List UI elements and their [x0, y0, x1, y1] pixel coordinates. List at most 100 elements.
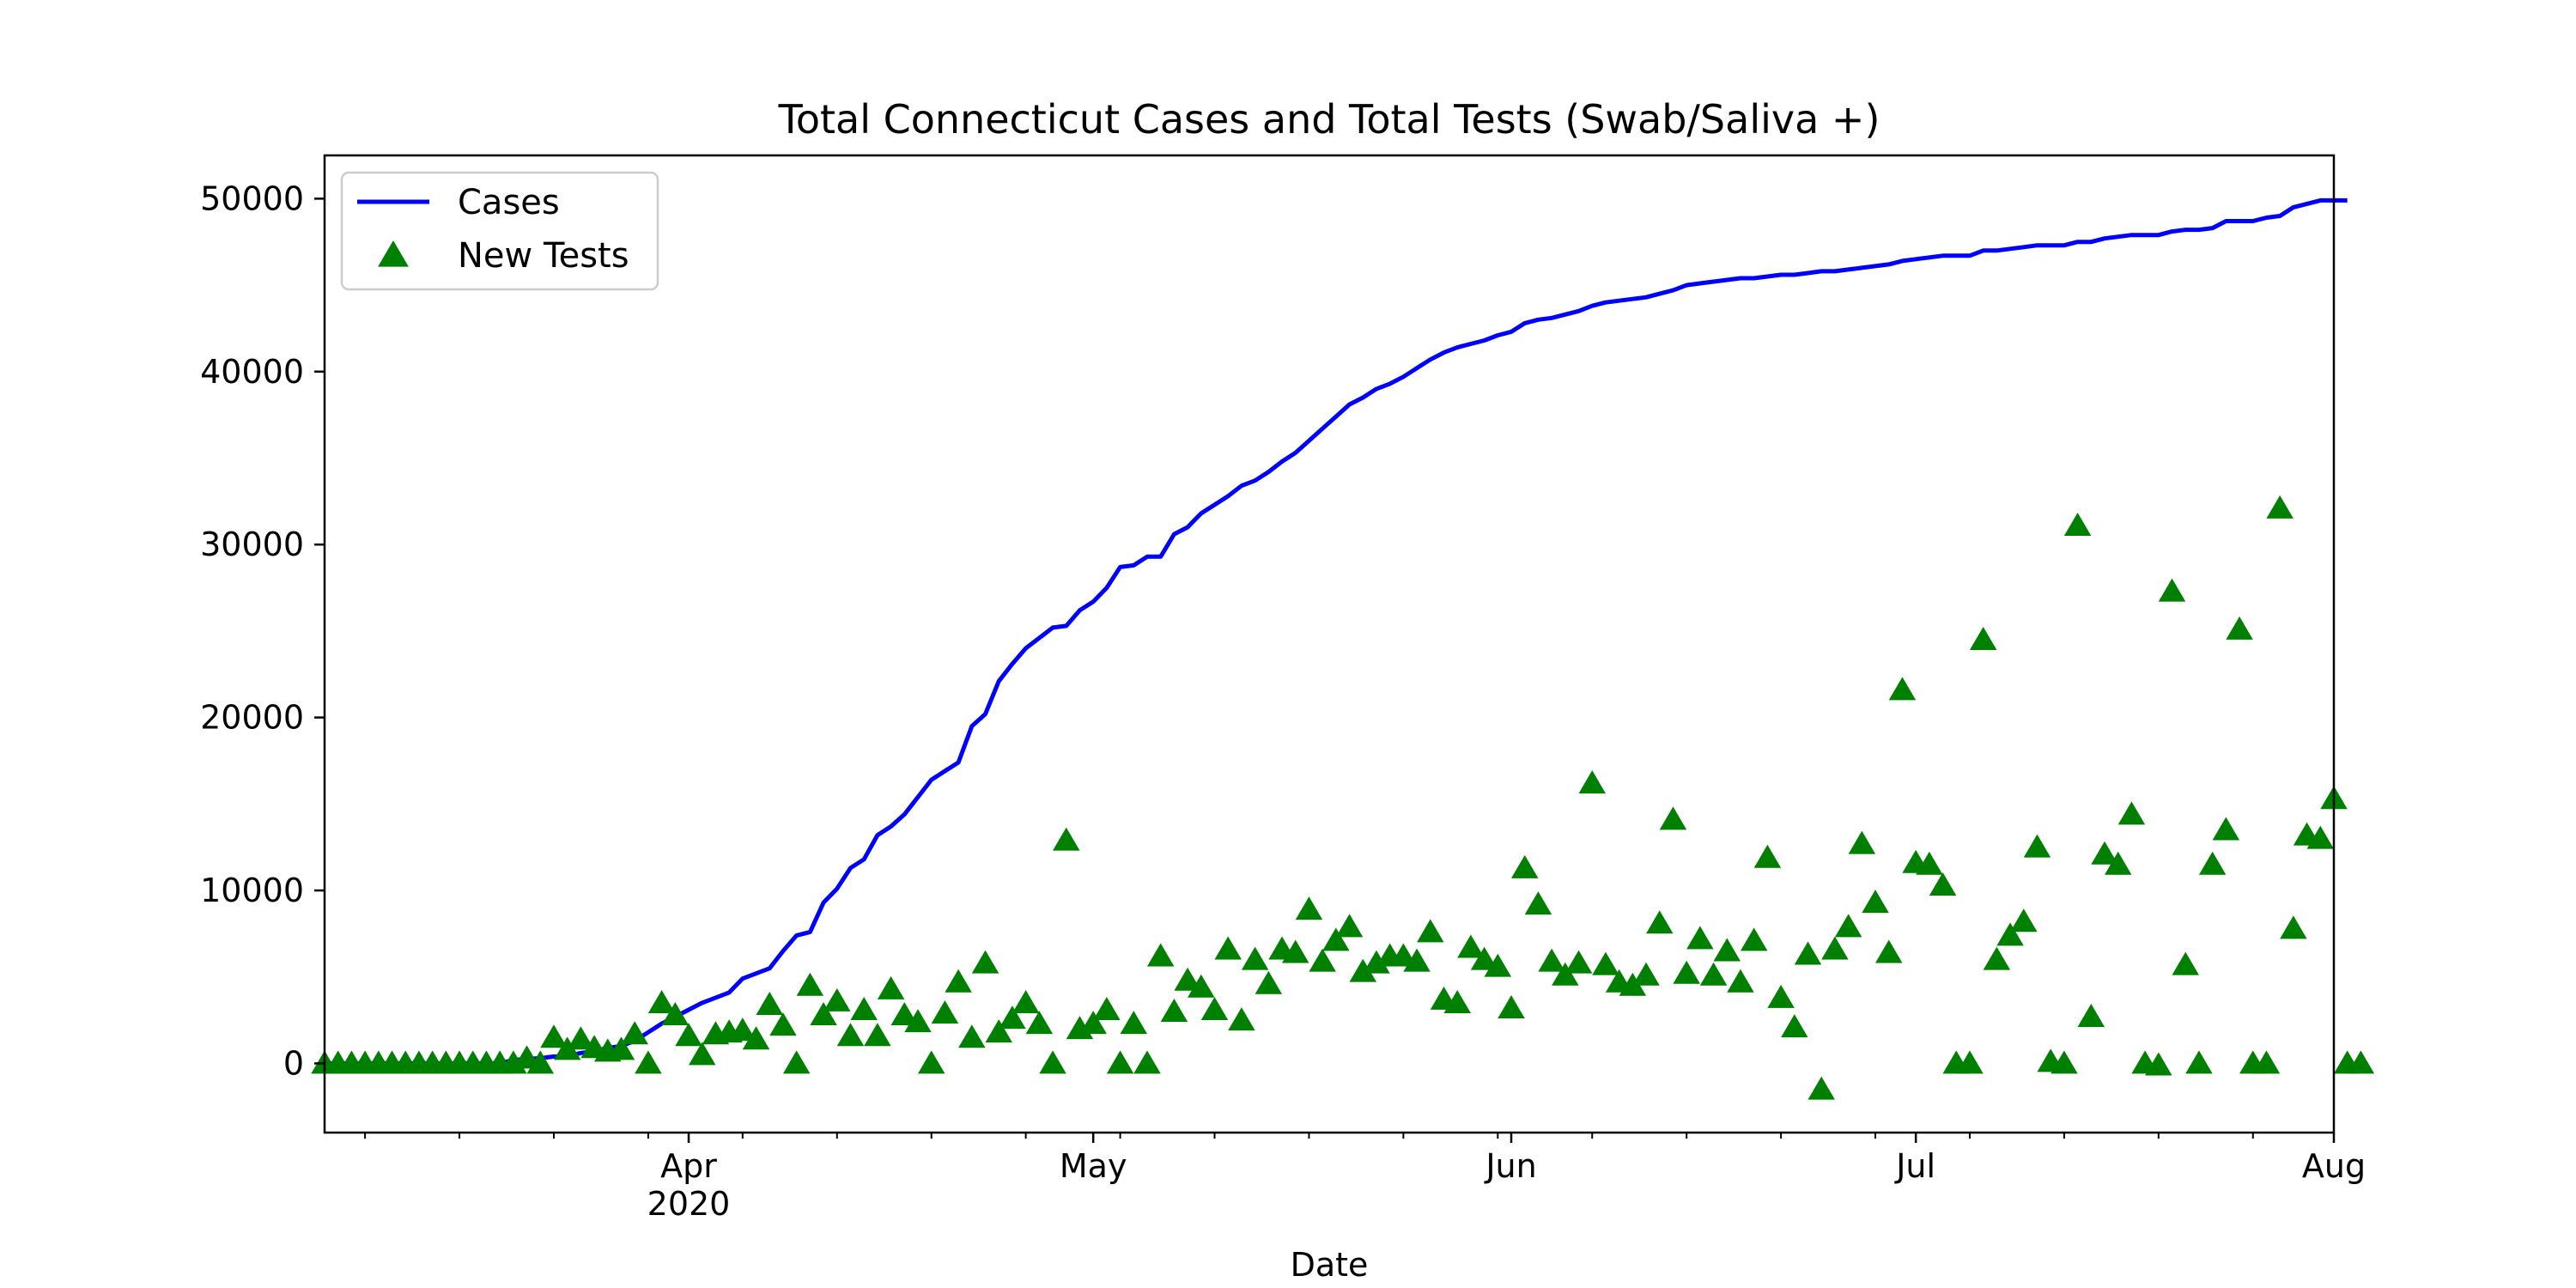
x-tick-label: Aug: [2302, 1147, 2366, 1185]
new-tests-point: [1794, 941, 1822, 965]
new-tests-point: [917, 1050, 945, 1074]
new-tests-point: [553, 1036, 581, 1060]
new-tests-point: [688, 1042, 716, 1066]
new-tests-point: [1120, 1011, 1148, 1035]
new-tests-point: [1403, 948, 1431, 972]
new-tests-point: [1592, 951, 1619, 975]
new-tests-point: [1106, 1050, 1134, 1074]
new-tests-point: [1214, 936, 1242, 960]
new-tests-point: [2226, 616, 2253, 640]
new-tests-point: [1578, 770, 1606, 794]
new-tests-point: [2198, 851, 2227, 875]
new-tests-point: [1956, 1050, 1984, 1074]
new-tests-point: [1470, 946, 1498, 970]
new-tests-point: [1699, 962, 1728, 986]
new-tests-point: [1417, 919, 1444, 943]
new-tests-point: [1659, 806, 1687, 830]
new-tests-point: [742, 1026, 770, 1050]
new-tests-point: [1200, 996, 1229, 1020]
new-tests-point: [904, 1009, 932, 1033]
new-tests-point: [607, 1036, 635, 1060]
x-tick-sublabel: 2020: [647, 1185, 731, 1223]
new-tests-point: [890, 1002, 919, 1026]
new-tests-point: [945, 969, 972, 993]
new-tests-point: [1188, 974, 1215, 998]
y-tick-label: 10000: [200, 872, 304, 909]
new-tests-point: [810, 1002, 837, 1026]
new-tests-point: [661, 1002, 690, 1026]
y-axis: 0 10000 20000 30000 40000 50000: [200, 179, 325, 1082]
new-tests-point: [1916, 851, 1943, 875]
x-tick-label: May: [1060, 1147, 1127, 1185]
plot-frame: [323, 154, 2336, 1134]
y-tick-label: 50000: [200, 179, 304, 217]
y-tick-label: 40000: [200, 353, 304, 391]
new-tests-point: [1053, 827, 1080, 851]
new-tests-point: [2172, 951, 2199, 975]
new-tests-point: [1969, 626, 1997, 650]
plot-area: [311, 197, 2375, 1100]
x-tick-label: Jul: [1894, 1147, 1935, 1185]
new-tests-point: [958, 1024, 986, 1048]
new-tests-point: [2010, 908, 2038, 933]
new-tests-point: [985, 1019, 1012, 1043]
new-tests-point: [1484, 953, 1512, 977]
new-tests-point: [1781, 1014, 1808, 1038]
new-tests-point: [1228, 1007, 1255, 1031]
new-tests-point: [999, 1005, 1026, 1030]
chart-title: Total Connecticut Cases and Total Tests …: [778, 96, 1880, 143]
new-tests-point: [1443, 989, 1471, 1013]
new-tests-point: [2280, 915, 2307, 939]
new-tests-point: [850, 996, 878, 1020]
new-tests-point: [1349, 958, 1377, 982]
new-tests-point: [1174, 967, 1201, 991]
new-tests-point: [823, 987, 851, 1012]
new-tests-point: [1767, 984, 1795, 1008]
new-tests-point: [782, 1050, 811, 1074]
new-tests-point: [2063, 513, 2092, 537]
new-tests-point: [1335, 914, 1364, 938]
new-tests-point: [1255, 970, 1283, 994]
new-tests-point: [675, 1023, 702, 1047]
new-tests-point: [1848, 830, 1876, 854]
new-tests-point: [1538, 948, 1565, 972]
new-tests-point: [2185, 1050, 2213, 1074]
new-tests-point: [1309, 948, 1336, 972]
new-tests-point: [1740, 927, 1768, 951]
new-tests-point: [1834, 914, 1862, 938]
new-tests-point: [1983, 946, 2011, 970]
new-tests-point: [1498, 994, 1525, 1018]
new-tests-point: [769, 1012, 797, 1036]
new-tests-point: [2158, 578, 2186, 602]
x-tick-label: Jun: [1484, 1147, 1536, 1185]
legend-new-tests-swatch: [378, 240, 409, 267]
new-tests-point: [2050, 1050, 2078, 1074]
new-tests-point: [1025, 1011, 1054, 1035]
new-tests-point: [1673, 960, 1700, 984]
new-tests-point: [1807, 1076, 1835, 1100]
new-tests-point: [1996, 922, 2024, 946]
y-tick-label: 20000: [200, 699, 304, 737]
new-tests-point: [2145, 1052, 2172, 1076]
x-tick-label: Apr: [660, 1147, 717, 1185]
new-tests-point: [1888, 677, 1917, 701]
new-tests-point: [1524, 891, 1552, 915]
y-tick-label: 30000: [200, 526, 304, 563]
new-tests-point: [756, 991, 784, 1015]
new-tests-point: [836, 1023, 865, 1047]
new-tests-point: [2091, 841, 2118, 865]
new-tests-point: [1564, 950, 1593, 974]
new-tests-point: [2306, 825, 2335, 849]
new-tests-point: [526, 1050, 555, 1074]
x-axis-label: Date: [1291, 1246, 1369, 1284]
y-tick-label: 0: [283, 1044, 304, 1082]
new-tests-point: [1363, 950, 1390, 974]
new-tests-point: [1281, 939, 1309, 963]
new-tests-point: [1160, 999, 1188, 1023]
new-tests-point: [1686, 926, 1714, 950]
new-tests-point: [1874, 939, 1903, 963]
new-tests-point: [2252, 1050, 2281, 1074]
new-tests-point: [647, 989, 676, 1013]
